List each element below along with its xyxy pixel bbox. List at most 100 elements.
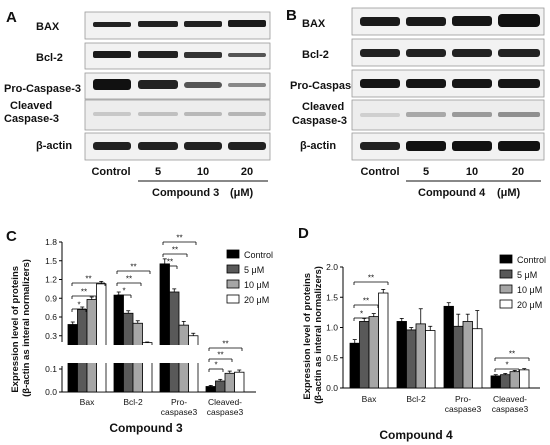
chart-title: Compound 3 [109,421,183,435]
blot-band [360,49,400,57]
chart-title: Compound 4 [379,428,453,442]
bar [113,294,124,393]
blot-band [452,16,492,26]
significance-marker: * [505,361,508,370]
bar [205,386,216,393]
panel-b-row-label: BAX [302,18,326,30]
blot-band [138,142,178,150]
legend-swatch [226,249,240,259]
blot-band [452,112,492,117]
bar [509,371,520,389]
legend-label: Control [244,250,273,260]
chart-d: D Expression level of proteins (β-actin … [298,225,546,442]
blot-band [228,20,266,27]
bar [396,321,407,389]
blot-band [360,79,400,88]
significance-marker: * [360,310,363,319]
panel-b-row-label: Cleaved [302,101,344,113]
legend-label: 20 μM [244,295,269,305]
bar [188,335,199,393]
x-tick-label: Pro- [455,394,471,404]
x-tick-label: caspase3 [161,407,198,417]
lane-label: 5 [155,166,161,178]
x-tick-label: Bax [80,397,95,407]
panel-a-row-label: Caspase-3 [4,113,59,125]
panel-d-letter: D [298,225,309,242]
x-tick-label: Bcl-2 [406,394,426,404]
legend-swatch [226,264,240,274]
bar [415,323,426,389]
legend-swatch [226,294,240,304]
legend-swatch [499,284,513,294]
lane-label: 5 [423,166,429,178]
y-tick-label: 0.5 [326,353,338,363]
significance-marker: ** [81,288,87,297]
blot-band [360,113,400,117]
blot-band [452,49,492,57]
chart-c: C Expression level of proteins (β-actin … [6,228,273,435]
panel-b-row-label: β-actin [300,140,336,152]
blot-band [498,112,540,117]
bar [462,321,473,389]
x-tick-label: caspase3 [207,407,244,417]
legend-label: Control [517,255,546,265]
bar [453,325,464,389]
blot-band [452,79,492,88]
blot-band [93,22,131,27]
panel-a-row-label: Cleaved [10,100,52,112]
blot-band [498,14,540,27]
x-tick-label: Pro- [171,397,187,407]
legend-swatch [226,279,240,289]
lane-label: 20 [512,166,524,178]
panel-b-row-label: Pro-Caspase-3 [290,80,367,92]
significance-marker: ** [363,297,369,306]
blot-band [406,49,446,57]
y-tick-label: 0.1 [45,364,57,374]
blot-band [93,51,131,58]
legend-swatch [499,299,513,309]
y-axis-label: Expression level of proteins (β-actin as… [10,259,32,397]
significance-marker: ** [126,275,132,284]
bar [96,283,107,393]
legend-label: 10 μM [517,285,542,295]
unit-label: (μM) [497,187,521,199]
axis-break-gap [60,345,260,363]
significance-marker: ** [217,351,223,360]
lane-label: 20 [241,166,253,178]
y-tick-label: 1.2 [45,275,57,285]
significance-marker: * [77,301,80,310]
blot-band [452,141,492,151]
bar [425,330,436,389]
bar [500,374,511,389]
bar [359,321,370,389]
lane-label: 10 [466,166,478,178]
blot-band [406,141,446,151]
blot-band [93,79,131,90]
blot-band [498,49,540,57]
significance-marker: * [122,287,125,296]
panel-a-letter: A [6,9,17,26]
panel-b-row-label: Bcl-2 [302,49,329,61]
significance-marker: ** [222,340,228,349]
blot-band [184,21,222,27]
bar [406,329,417,389]
legend-label: 20 μM [517,300,542,310]
panel-a-row-label: BAX [36,21,60,33]
bar [490,375,501,389]
legend-label: 5 μM [517,270,537,280]
significance-marker: ** [85,275,91,284]
bar [234,371,245,393]
y-tick-label: 0.0 [326,383,338,393]
significance-marker: ** [130,263,136,272]
blot-band [138,21,178,27]
x-tick-label: Cleaved- [493,394,527,404]
blot-band [184,112,222,116]
blot-band [184,52,222,58]
bar [224,372,235,393]
blot-band [406,79,446,88]
y-tick-label: 0.6 [45,312,57,322]
blot-band [93,112,131,116]
blot-band [228,83,266,87]
significance-marker: ** [172,246,178,255]
